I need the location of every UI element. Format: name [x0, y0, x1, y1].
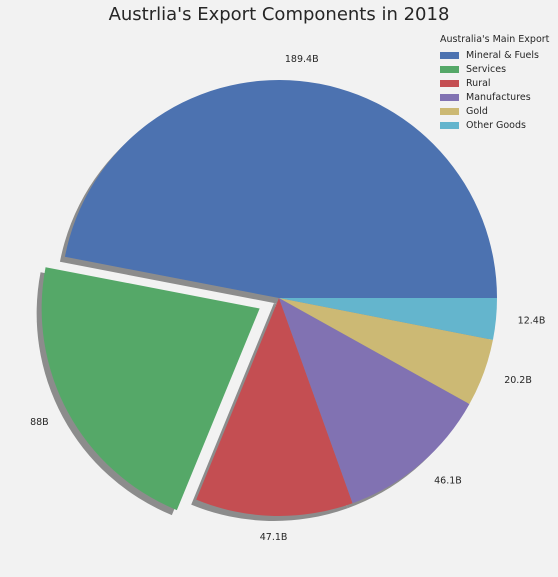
legend-item: Rural — [436, 76, 549, 90]
legend-label: Mineral & Fuels — [466, 49, 539, 61]
slice-value-label: 189.4B — [285, 54, 319, 65]
legend-swatch — [440, 107, 459, 115]
legend-title: Australia's Main Export — [440, 34, 550, 45]
legend-item: Mineral & Fuels — [436, 48, 549, 62]
slice-value-label: 88B — [30, 417, 49, 428]
pie-slice-other-goods — [279, 298, 497, 340]
pie-slice-manufactures — [279, 298, 470, 504]
chart-title: Austrlia's Export Components in 2018 — [108, 4, 450, 25]
pie-slice-mineral-fuels — [64, 80, 498, 298]
pie-slices — [41, 80, 498, 516]
legend: Australia's Main Export Mineral & Fuels S… — [436, 34, 549, 132]
legend-label: Other Goods — [466, 119, 526, 131]
legend-swatch — [440, 51, 459, 59]
pie-labels: 189.4B 88B 47.1B 46.1B 20.2B 12.4B — [30, 54, 545, 543]
slice-value-label: 20.2B — [504, 375, 532, 386]
pie-slice-services — [41, 267, 260, 511]
legend-item: Other Goods — [436, 118, 549, 132]
legend-swatch — [440, 65, 459, 73]
slice-value-label: 47.1B — [260, 532, 288, 543]
legend-label: Manufactures — [466, 91, 531, 103]
slice-value-label: 46.1B — [434, 475, 462, 486]
legend-item: Services — [436, 62, 549, 76]
legend-label: Gold — [466, 105, 488, 117]
slice-value-label: 12.4B — [518, 316, 546, 327]
legend-swatch — [440, 93, 459, 101]
legend-swatch — [440, 79, 459, 87]
pie-slice-rural — [196, 298, 353, 516]
legend-item: Gold — [436, 104, 549, 118]
legend-label: Services — [466, 63, 507, 75]
legend-item: Manufactures — [436, 90, 549, 104]
pie-slice-gold — [279, 298, 493, 405]
legend-label: Rural — [466, 77, 491, 89]
legend-swatch — [440, 121, 459, 129]
